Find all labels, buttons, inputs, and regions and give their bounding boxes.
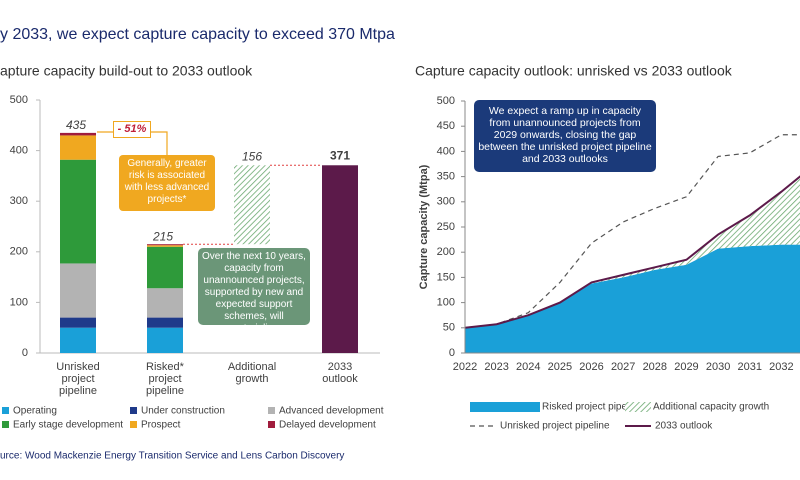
value-label: 371 <box>330 148 350 162</box>
bar-segment <box>60 132 96 136</box>
y-tick-label: 150 <box>437 271 455 283</box>
bar-segment <box>60 317 96 328</box>
y-tick-label: 400 <box>10 145 28 157</box>
total-label: 215 <box>152 229 173 243</box>
y-tick-label: 100 <box>437 297 455 309</box>
x-tick-label: Unrisked project pipeline <box>56 361 99 397</box>
legend-label: Risked project pipeline <box>542 402 643 413</box>
bar-segment <box>147 327 183 353</box>
legend-label: Advanced development <box>279 406 384 417</box>
x-tick-label: 2031 <box>737 361 761 373</box>
y-tick-label: 250 <box>437 221 455 233</box>
y-tick-label: 400 <box>437 145 455 157</box>
value-label: 156 <box>242 149 262 163</box>
x-tick-label: 2033 outlook <box>322 361 358 385</box>
y-tick-label: 500 <box>437 95 455 107</box>
legend-swatch <box>130 421 137 428</box>
y-axis-label: Capture capacity (Mtpa) <box>418 164 430 289</box>
x-tick-label: 2030 <box>706 361 730 373</box>
legend-label: Under construction <box>141 406 225 417</box>
line <box>464 134 800 329</box>
bar-segment <box>60 135 96 160</box>
x-tick-label: 2026 <box>579 361 603 373</box>
x-tick-label: 2028 <box>643 361 667 373</box>
legend-swatch <box>130 407 137 414</box>
legend-label: Delayed development <box>279 420 376 431</box>
bar-segment <box>60 327 96 353</box>
legend-label: 2033 outlook <box>655 421 713 432</box>
y-tick-label: 0 <box>449 347 455 359</box>
x-tick-label: 2027 <box>611 361 635 373</box>
y-tick-label: 100 <box>10 296 28 308</box>
line <box>464 175 800 329</box>
bar-segment <box>60 159 96 264</box>
y-tick-label: 50 <box>443 322 455 334</box>
x-tick-label: 2032 <box>769 361 793 373</box>
x-tick-label: 2022 <box>453 361 477 373</box>
bar <box>322 165 358 353</box>
y-tick-label: 350 <box>437 171 455 183</box>
legend-label: Unrisked project pipeline <box>500 421 610 432</box>
slide-title: y 2033, we expect capture capacity to ex… <box>0 26 395 43</box>
y-tick-label: 200 <box>10 246 28 258</box>
legend-swatch <box>268 407 275 414</box>
annotation: We expect a ramp up in capacity from una… <box>474 100 656 172</box>
x-tick-label: 2024 <box>516 361 540 373</box>
x-tick-label: 2025 <box>548 361 572 373</box>
legend-label: Additional capacity growth <box>653 402 769 413</box>
bar <box>234 165 270 245</box>
bar-segment <box>147 288 183 318</box>
legend-swatch <box>470 402 540 412</box>
bar-segment <box>60 263 96 318</box>
y-tick-label: 0 <box>22 347 28 359</box>
bar-segment <box>147 245 183 247</box>
bar-segment <box>147 244 183 246</box>
y-tick-label: 500 <box>10 94 28 106</box>
y-tick-label: 450 <box>437 120 455 132</box>
legend-label: Prospect <box>141 420 181 431</box>
y-tick-label: 200 <box>437 246 455 258</box>
x-tick-label: Additional growth <box>228 361 276 385</box>
bar-segment <box>147 246 183 289</box>
area <box>465 244 800 353</box>
legend-label: Early stage development <box>13 420 123 431</box>
legend-swatch <box>2 407 9 414</box>
legend-swatch <box>268 421 275 428</box>
x-tick-label: Risked* project pipeline <box>146 361 185 397</box>
y-tick-label: 300 <box>10 195 28 207</box>
x-tick-label: 2023 <box>484 361 508 373</box>
legend-swatch <box>625 402 651 412</box>
y-tick-label: 300 <box>437 196 455 208</box>
annotation: Over the next 10 years, capacity from un… <box>198 248 310 334</box>
chart-title: apture capacity build-out to 2033 outloo… <box>0 63 253 79</box>
chart-title: Capture capacity outlook: unrisked vs 20… <box>415 63 733 79</box>
bar-segment <box>147 317 183 328</box>
x-tick-label: 2029 <box>674 361 698 373</box>
source: urce: Wood Mackenzie Energy Transition S… <box>0 451 344 462</box>
annotation: Generally, greater risk is associated wi… <box>119 155 215 211</box>
total-label: 435 <box>66 118 86 132</box>
legend-label: Operating <box>13 406 57 417</box>
legend-swatch <box>2 421 9 428</box>
annotation: - 51% <box>113 121 151 138</box>
